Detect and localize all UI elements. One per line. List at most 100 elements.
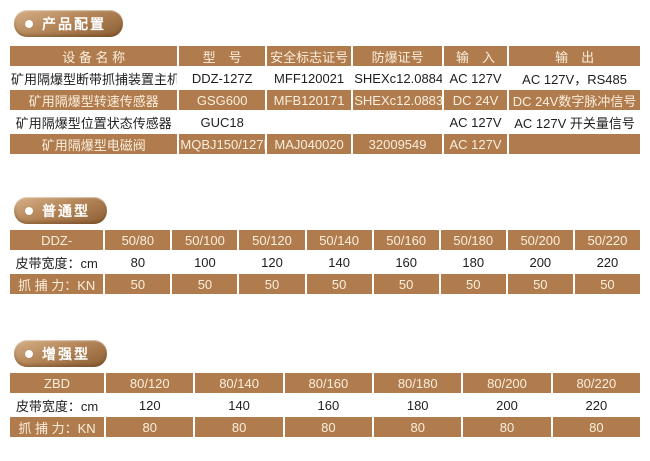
table-cell: 32009549 <box>353 134 442 154</box>
section-enhanced-type: 增强型 ZBD 80/120 80/140 80/160 80/180 80/200 80/… <box>0 340 650 439</box>
table-cell: 皮带宽度：cm <box>10 252 104 272</box>
header-cell: 50/160 <box>373 230 439 250</box>
table-cell: 180 <box>440 252 506 272</box>
header-cell: 80/160 <box>284 373 373 393</box>
table-cell: SHEXc12.0884 <box>353 68 442 88</box>
section-title: 产品配置 <box>42 15 106 32</box>
table-cell: 80 <box>106 417 194 437</box>
table-row: 皮带宽度：cm 80 100 120 140 160 180 200 220 <box>10 252 640 272</box>
table-cell <box>353 112 442 132</box>
table-cell: 120 <box>106 395 194 415</box>
table-cell: 50 <box>306 274 372 294</box>
header-cell: 80/200 <box>463 373 551 393</box>
table-cell: 220 <box>552 395 640 415</box>
table-cell: MFF120021 <box>266 68 352 88</box>
table-cell: 50 <box>172 274 238 294</box>
table-cell: 皮带宽度：cm <box>10 395 105 415</box>
table-cell: DC 24V数字脉冲信号 <box>509 90 640 110</box>
table-cell: 140 <box>195 395 283 415</box>
table-row: 矿用隔爆型断带抓捕装置主机 DDZ-127Z MFF120021 SHEXc12.08… <box>10 68 640 88</box>
enhanced-type-badge: 增强型 <box>14 340 107 367</box>
table-cell: 抓 捕 力：KN <box>10 274 104 294</box>
section-title: 增强型 <box>42 345 90 362</box>
header-cell: 50/140 <box>306 230 372 250</box>
enhanced-type-table: ZBD 80/120 80/140 80/160 80/180 80/200 80/220 皮… <box>8 371 642 439</box>
header-cell: DDZ- <box>10 230 104 250</box>
table-cell: 160 <box>373 252 439 272</box>
table-cell: 80 <box>463 417 551 437</box>
header-cell: 50/120 <box>239 230 305 250</box>
product-config-badge: 产品配置 <box>14 10 123 37</box>
header-cell: 输 入 <box>443 46 508 66</box>
header-cell: ZBD <box>10 373 105 393</box>
header-cell: 安全标志证号 <box>266 46 352 66</box>
table-cell: 140 <box>306 252 372 272</box>
table-cell: MFB120171 <box>266 90 352 110</box>
table-cell: 矿用隔爆型电磁阀 <box>10 134 178 154</box>
header-cell: 80/120 <box>106 373 194 393</box>
header-cell: 50/200 <box>507 230 573 250</box>
header-cell: 80/180 <box>374 373 462 393</box>
table-cell: AC 127V <box>443 112 508 132</box>
table-cell: 80 <box>195 417 283 437</box>
section-standard-type: 普通型 DDZ- 50/80 50/100 50/120 50/140 50/160 50/… <box>0 197 650 296</box>
table-cell: 50 <box>440 274 506 294</box>
table-row: 矿用隔爆型电磁阀 MQBJ150/127N MAJ040020 32009549 AC … <box>10 134 640 154</box>
table-cell: AC 127V <box>443 134 508 154</box>
table-cell <box>509 134 640 154</box>
table-cell: 160 <box>284 395 373 415</box>
standard-type-badge: 普通型 <box>14 197 107 224</box>
table-cell <box>266 112 352 132</box>
table-cell: AC 127V，RS485 <box>509 68 640 88</box>
product-config-table: 设 备 名 称型 号安全标志证号 防爆证号输 入输 出矿用隔爆型断带抓捕装置主机 D… <box>8 44 642 156</box>
header-cell: 50/80 <box>105 230 171 250</box>
table-cell: DC 24V <box>443 90 508 110</box>
header-cell: 防爆证号 <box>353 46 442 66</box>
table-header-row: DDZ- 50/80 50/100 50/120 50/140 50/160 50/180 5… <box>10 230 640 250</box>
table-cell: SHEXc12.0883 <box>353 90 442 110</box>
header-cell: 50/180 <box>440 230 506 250</box>
table-cell: 200 <box>507 252 573 272</box>
header-cell: 输 出 <box>509 46 640 66</box>
table-cell: 80 <box>105 252 171 272</box>
table-cell: 矿用隔爆型断带抓捕装置主机 <box>10 68 178 88</box>
table-cell: 50 <box>105 274 171 294</box>
table-cell: 50 <box>239 274 305 294</box>
table-cell: 80 <box>374 417 462 437</box>
header-cell: 80/220 <box>552 373 640 393</box>
standard-type-table: DDZ- 50/80 50/100 50/120 50/140 50/160 50/180 5… <box>8 228 642 296</box>
header-cell: 80/140 <box>195 373 283 393</box>
table-cell: 抓 捕 力：KN <box>10 417 105 437</box>
table-cell: 50 <box>373 274 439 294</box>
table-cell: AC 127V <box>443 68 508 88</box>
bullet-icon <box>25 19 33 28</box>
header-cell: 50/220 <box>574 230 640 250</box>
bullet-icon <box>25 206 33 215</box>
table-row: 矿用隔爆型位置状态传感器 GUC18 AC 127V AC 127V 开关量信号 <box>10 112 640 132</box>
table-cell: 100 <box>172 252 238 272</box>
header-cell: 设 备 名 称 <box>10 46 178 66</box>
table-cell: 80 <box>552 417 640 437</box>
table-cell: 矿用隔爆型转速传感器 <box>10 90 178 110</box>
table-header-row: ZBD 80/120 80/140 80/160 80/180 80/200 80/220 <box>10 373 640 393</box>
table-cell: 50 <box>574 274 640 294</box>
section-title: 普通型 <box>42 202 90 219</box>
table-cell: AC 127V 开关量信号 <box>509 112 640 132</box>
table-cell: MQBJ150/127N <box>179 134 265 154</box>
table-cell: GUC18 <box>179 112 265 132</box>
table-cell: 200 <box>463 395 551 415</box>
table-cell: 220 <box>574 252 640 272</box>
table-row: 矿用隔爆型转速传感器 GSG600 MFB120171 SHEXc12.0883 DC … <box>10 90 640 110</box>
table-cell: MAJ040020 <box>266 134 352 154</box>
table-cell: DDZ-127Z <box>179 68 265 88</box>
table-cell: 矿用隔爆型位置状态传感器 <box>10 112 178 132</box>
table-row: 皮带宽度：cm 120 140 160 180 200 220 <box>10 395 640 415</box>
section-product-config: 产品配置 设 备 名 称型 号安全标志证号 防爆证号输 入输 出矿用隔爆型断带抓捕… <box>0 0 650 156</box>
table-cell: 50 <box>507 274 573 294</box>
header-cell: 50/100 <box>172 230 238 250</box>
header-cell: 型 号 <box>179 46 265 66</box>
table-cell: GSG600 <box>179 90 265 110</box>
table-cell: 80 <box>284 417 373 437</box>
table-row: 抓 捕 力：KN 50 50 50 50 50 50 50 50 <box>10 274 640 294</box>
